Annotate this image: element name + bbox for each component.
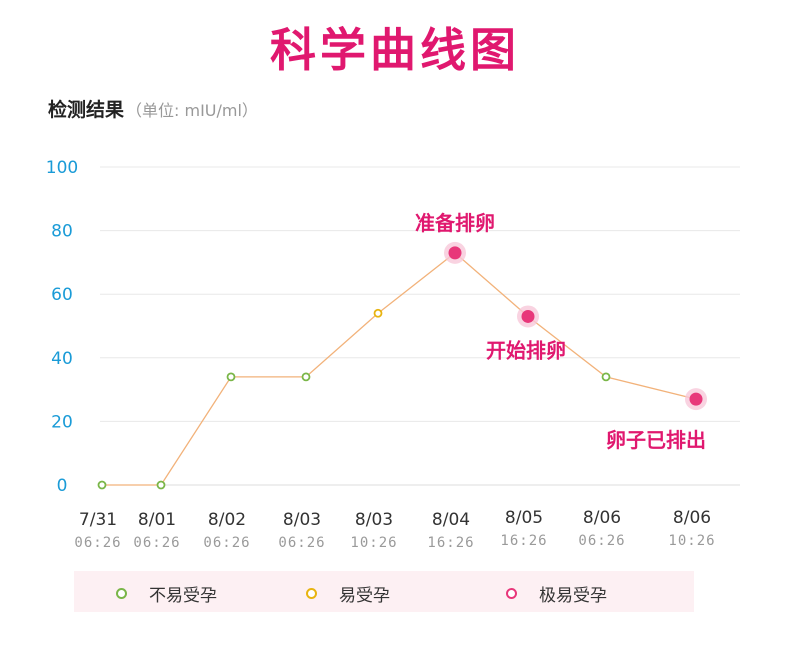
x-tick-date: 8/02 [208, 510, 246, 530]
data-point [521, 309, 535, 323]
x-tick-time: 10:26 [668, 533, 715, 549]
y-tick-label: 100 [46, 158, 78, 178]
annotation-label: 准备排卵 [415, 211, 495, 235]
x-tick-date: 8/06 [583, 508, 621, 528]
chart-title: 科学曲线图 [270, 23, 520, 77]
legend-marker-high [506, 588, 517, 599]
data-point [156, 480, 166, 490]
y-tick-label: 40 [51, 349, 73, 369]
data-point [448, 246, 462, 260]
x-tick-date: 7/31 [79, 510, 117, 530]
legend-item-high: 极易受孕 [506, 581, 607, 606]
subtitle-label: 检测结果 [48, 99, 125, 121]
x-tick-time: 06:26 [74, 535, 121, 551]
unit-label: （单位: mIU/ml） [126, 101, 258, 120]
x-tick-date: 8/03 [283, 510, 321, 530]
data-point [97, 480, 107, 490]
x-tick-date: 8/04 [432, 510, 470, 530]
legend-label-high: 极易受孕 [539, 586, 607, 606]
annotation-label: 卵子已排出 [606, 428, 706, 452]
data-point [689, 392, 703, 406]
x-tick-time: 06:26 [133, 535, 180, 551]
y-tick-label: 0 [57, 476, 68, 496]
data-point [301, 372, 311, 382]
x-tick-time: 16:26 [427, 535, 474, 551]
data-point [601, 372, 611, 382]
y-tick-label: 80 [51, 222, 73, 242]
data-point [373, 308, 383, 318]
y-tick-label: 20 [51, 412, 73, 432]
x-tick-date: 8/05 [505, 508, 543, 528]
legend: 不易受孕 易受孕 极易受孕 [74, 571, 694, 612]
y-tick-label: 60 [51, 285, 73, 305]
legend-marker-medium [306, 588, 317, 599]
x-tick-date: 8/03 [355, 510, 393, 530]
legend-item-medium: 易受孕 [306, 581, 390, 606]
legend-item-low: 不易受孕 [116, 581, 217, 606]
x-tick-time: 06:26 [203, 535, 250, 551]
x-tick-time: 16:26 [500, 533, 547, 549]
x-tick-date: 8/01 [138, 510, 176, 530]
annotation-label: 开始排卵 [486, 338, 566, 362]
x-tick-time: 10:26 [350, 535, 397, 551]
legend-label-medium: 易受孕 [339, 586, 390, 606]
data-point [226, 372, 236, 382]
x-tick-date: 8/06 [673, 508, 711, 528]
legend-marker-low [116, 588, 127, 599]
x-tick-time: 06:26 [278, 535, 325, 551]
legend-label-low: 不易受孕 [149, 586, 217, 606]
x-tick-time: 06:26 [578, 533, 625, 549]
chart-subtitle: 检测结果 （单位: mIU/ml） [48, 95, 258, 122]
